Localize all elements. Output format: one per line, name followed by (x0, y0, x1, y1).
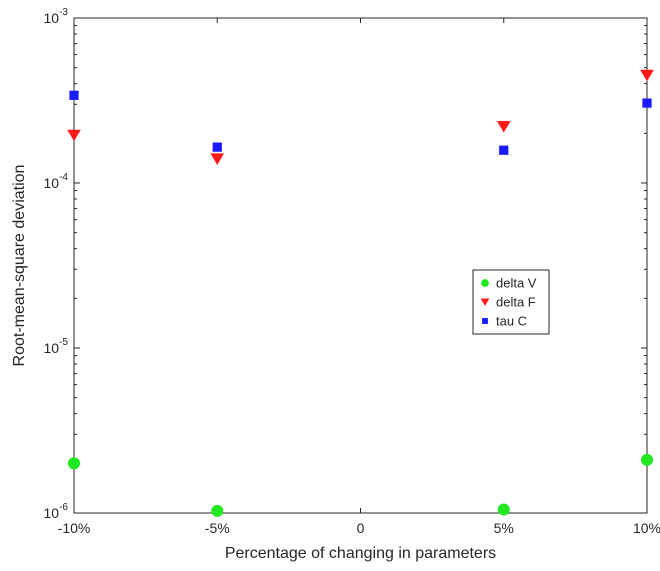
x-tick-label: 10% (633, 520, 660, 536)
x-axis-ticks: -10% -5% 0 5% 10% (58, 18, 660, 536)
delta-f-point (640, 69, 654, 82)
x-tick-label: -10% (58, 520, 91, 536)
delta-f-point (67, 129, 81, 142)
legend-item-tau-c: tau C (482, 314, 527, 329)
y-tick-label: 10-3 (44, 7, 69, 26)
legend-label: delta V (496, 276, 537, 291)
x-tick-label: 5% (494, 520, 514, 536)
legend-label: tau C (496, 314, 527, 329)
legend-label: delta F (496, 295, 536, 310)
legend-marker-delta-v (481, 279, 489, 287)
legend-item-delta-f: delta F (480, 295, 536, 310)
y-tick-label: 10-5 (44, 337, 69, 356)
delta-v-point (67, 457, 81, 470)
tau-c-point (642, 98, 652, 108)
y-tick-label: 10-6 (44, 502, 69, 521)
tau-c-point (212, 142, 222, 152)
y-axis-label: Root-mean-square deviation (11, 165, 28, 367)
y-axis-ticks: 10-6 10-5 10-4 10-3 (44, 7, 647, 521)
x-tick-label: 0 (357, 520, 365, 536)
legend-marker-tau-c (482, 318, 488, 324)
y-tick-label: 10-4 (44, 172, 69, 191)
data-markers (67, 69, 654, 517)
delta-v-point (497, 503, 510, 516)
delta-v-point (211, 504, 224, 517)
legend-marker-delta-f (480, 298, 490, 306)
legend: delta V delta F tau C (472, 269, 550, 335)
delta-f-point (210, 153, 225, 166)
tau-c-point (499, 145, 509, 155)
x-axis-label: Percentage of changing in parameters (225, 545, 496, 562)
x-tick-label: -5% (205, 520, 230, 536)
tau-c-point (69, 90, 79, 100)
legend-item-delta-v: delta V (481, 276, 537, 291)
delta-f-point (496, 121, 511, 133)
delta-v-point (640, 453, 654, 466)
